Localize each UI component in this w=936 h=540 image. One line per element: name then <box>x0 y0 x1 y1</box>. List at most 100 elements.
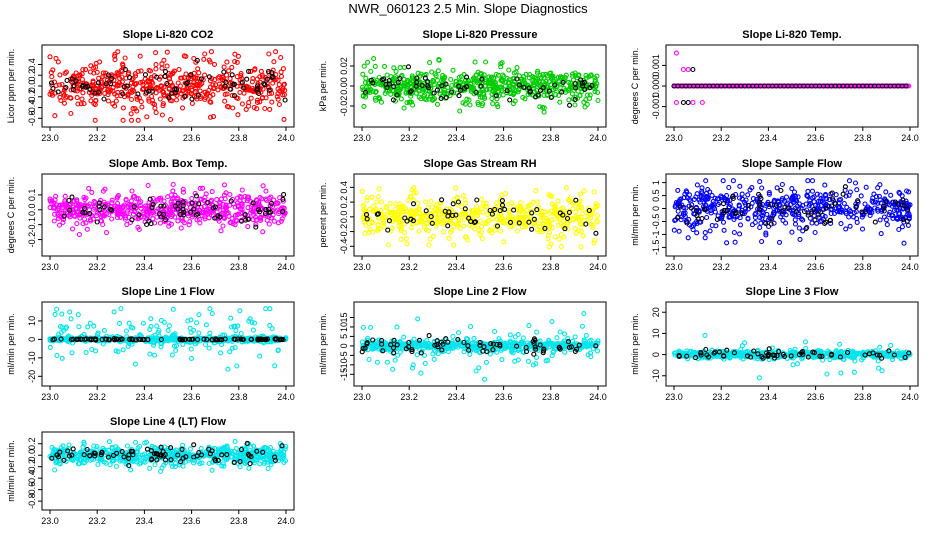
data-point <box>903 83 909 89</box>
data-point <box>150 202 156 208</box>
data-point <box>478 83 484 89</box>
data-point <box>463 77 469 83</box>
data-point <box>572 70 578 76</box>
data-point <box>87 69 93 75</box>
data-point <box>239 187 245 193</box>
data-point <box>510 101 516 107</box>
data-point <box>540 104 546 110</box>
data-point <box>771 197 777 203</box>
data-point <box>490 101 496 107</box>
y-tick-label: 0.0 <box>339 211 349 224</box>
data-point <box>415 316 421 322</box>
data-point <box>275 200 281 206</box>
data-point <box>883 217 889 223</box>
data-point <box>771 220 777 226</box>
data-point <box>477 232 483 238</box>
data-point <box>408 81 414 87</box>
data-point <box>546 244 552 250</box>
data-point <box>161 84 167 90</box>
data-point <box>737 222 744 228</box>
data-point <box>180 189 187 195</box>
data-point <box>257 209 263 215</box>
y-tick-label: 10 <box>651 328 661 338</box>
data-point <box>231 93 238 99</box>
data-point <box>556 236 562 242</box>
data-point <box>456 74 462 80</box>
data-point <box>760 213 766 219</box>
data-point <box>165 327 171 333</box>
data-point <box>361 63 367 69</box>
y-axis-label: ml/min per min. <box>630 313 640 375</box>
data-point <box>453 212 459 218</box>
data-point <box>149 97 156 103</box>
data-point <box>194 81 200 87</box>
data-point <box>449 221 455 227</box>
panel-title: Slope Gas Stream RH <box>423 158 536 170</box>
data-point <box>543 78 549 84</box>
y-tick-label: -10 <box>651 369 661 382</box>
data-point <box>462 197 468 203</box>
x-tick-label: 23.4 <box>136 392 154 402</box>
data-point <box>392 207 398 213</box>
data-point <box>109 76 115 82</box>
data-point <box>83 349 89 356</box>
data-point <box>82 197 88 203</box>
data-point <box>467 102 473 108</box>
data-point <box>77 201 83 208</box>
data-point <box>479 235 485 242</box>
data-point <box>901 203 907 209</box>
data-point <box>552 206 558 212</box>
data-point <box>390 366 396 372</box>
data-point <box>704 214 710 221</box>
y-tick-label: 15 <box>339 312 349 322</box>
data-point <box>87 211 93 217</box>
data-point <box>590 223 596 229</box>
data-point <box>768 201 774 208</box>
data-point <box>408 208 414 214</box>
data-point <box>47 196 53 202</box>
data-point <box>201 56 207 62</box>
data-point <box>727 202 733 208</box>
data-point <box>544 88 550 94</box>
data-point <box>405 197 411 203</box>
data-point <box>161 203 167 209</box>
data-point <box>116 70 122 76</box>
data-point <box>280 209 286 215</box>
data-point <box>558 244 564 250</box>
data-point <box>163 217 169 223</box>
data-point <box>53 55 59 61</box>
data-point <box>570 73 576 79</box>
y-tick-label: 0.4 <box>339 181 349 194</box>
data-point <box>479 224 485 230</box>
data-point <box>594 219 600 225</box>
data-point <box>749 222 756 228</box>
data-point <box>373 89 379 95</box>
data-point <box>245 205 251 211</box>
data-point <box>263 188 269 194</box>
data-point <box>829 203 835 209</box>
data-point <box>683 188 689 194</box>
data-point <box>676 198 682 204</box>
data-point <box>181 200 187 206</box>
data-point <box>401 221 408 227</box>
data-point <box>743 197 749 203</box>
data-point <box>377 226 383 232</box>
data-point <box>534 199 540 205</box>
data-point <box>429 204 435 210</box>
data-point <box>677 204 683 210</box>
data-point <box>238 218 245 224</box>
data-point <box>80 67 86 73</box>
data-point <box>549 201 555 207</box>
data-point <box>385 227 391 233</box>
data-point <box>224 91 230 97</box>
data-point <box>862 201 868 207</box>
data-point <box>277 88 283 94</box>
data-point <box>370 229 376 235</box>
data-point <box>392 357 398 363</box>
data-point <box>202 341 209 348</box>
data-point <box>423 199 429 205</box>
data-point <box>136 200 142 206</box>
data-point <box>422 75 428 81</box>
data-point <box>264 76 270 82</box>
